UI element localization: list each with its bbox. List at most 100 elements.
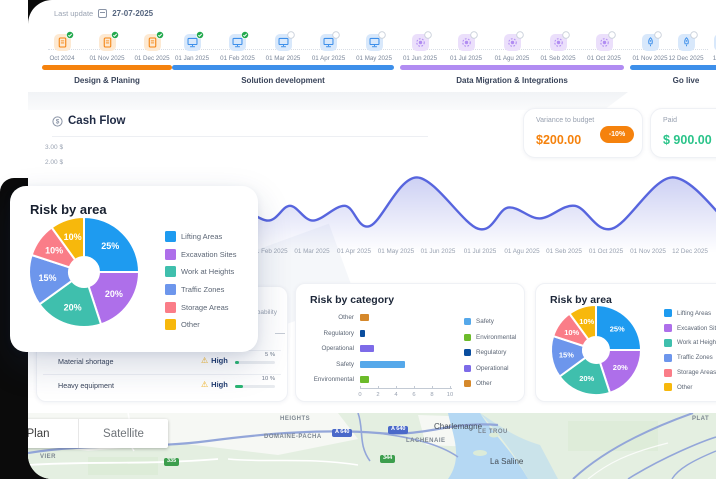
milestone-icon[interactable] xyxy=(677,31,698,51)
milestone[interactable]: Oct 2024 xyxy=(44,31,80,62)
milestone-date: 01 Seb 2025 xyxy=(540,55,576,62)
milestone-icon[interactable] xyxy=(98,31,119,51)
milestone[interactable]: 01 May 2025 xyxy=(356,31,392,62)
x-axis-label: 01 Jun 2025 xyxy=(420,248,456,255)
divider xyxy=(52,136,428,137)
milestone-icon[interactable] xyxy=(595,31,616,51)
phase-bar xyxy=(172,65,394,70)
milestone[interactable]: 01 Nov 2025 xyxy=(89,31,125,62)
map-label-lachenaie: LACHENAIE xyxy=(406,438,446,444)
milestone[interactable]: 01 Apr 2025 xyxy=(311,31,347,62)
milestone-icon[interactable] xyxy=(274,31,295,51)
milestone[interactable]: 01 Dec 2025 xyxy=(134,31,170,62)
legend-item-traffic-zones: Traffic Zones xyxy=(165,281,236,299)
risk-name: Material shortage xyxy=(58,357,114,366)
pie-slice-work-at-heights[interactable] xyxy=(38,279,102,328)
map-button-plan[interactable]: Plan xyxy=(28,427,50,440)
milestone[interactable]: 01 Seb 2025 xyxy=(540,31,576,62)
map-label-charlemagne: Charlemagne xyxy=(434,422,483,431)
milestone-date: 01 Dec 2025 xyxy=(134,55,170,62)
map-type-control: Plan Satellite xyxy=(28,419,168,448)
milestone-date: 01 Oct 2025 xyxy=(587,55,621,62)
timeline-phase-2: 01 Jan 2025 01 Feb 2025 01 Mar 2025 01 Apr … xyxy=(172,31,394,85)
milestone-icon[interactable] xyxy=(229,31,249,51)
milestone[interactable]: 01 Jul 2025 xyxy=(448,31,484,62)
milestone-date: 12 Jan xyxy=(712,55,716,62)
pie-slice-work-at-heights[interactable] xyxy=(558,356,611,396)
milestone-icon[interactable] xyxy=(320,31,340,51)
milestone-icon[interactable] xyxy=(53,31,74,51)
milestone-icon[interactable] xyxy=(503,31,524,51)
pie-slice-lifting-areas[interactable] xyxy=(83,216,140,273)
svg-text:$: $ xyxy=(56,118,60,125)
milestone[interactable]: 01 Mar 2025 xyxy=(265,31,301,62)
bar-environmental xyxy=(360,376,369,383)
pie-slice-excavation-sites[interactable] xyxy=(87,271,140,326)
legend-swatch xyxy=(464,380,471,388)
legend-label: Other xyxy=(476,380,492,388)
milestone-row: Oct 2024 01 Nov 2025 01 Dec 2025 xyxy=(42,31,172,62)
milestone[interactable]: 01 Nov 2025 xyxy=(632,31,668,62)
dash-icon xyxy=(275,333,285,334)
progress-percent: 5 % xyxy=(265,352,275,358)
progress-fill xyxy=(235,361,239,364)
milestone-icon[interactable] xyxy=(183,31,204,51)
x-axis-label: 01 May 2025 xyxy=(377,248,415,255)
milestone-date: 01 Nov 2025 xyxy=(632,55,668,62)
map-label-domaine-pacha: DOMAINE-PACHA xyxy=(264,434,322,440)
milestone[interactable]: 01 Agu 2025 xyxy=(494,31,530,62)
legend-item-lifting-areas: Lifting Areas xyxy=(165,228,236,246)
legend-item-safety: Safety xyxy=(464,314,516,330)
milestone-date: 01 Jan 2025 xyxy=(174,55,210,62)
pie-slice-excavation-sites[interactable] xyxy=(599,349,642,394)
risk-by-category-axis: 0 2 4 6 8 10 xyxy=(358,386,453,400)
milestone-icon[interactable] xyxy=(641,31,662,51)
x-axis-label: 01 Apr 2025 xyxy=(337,248,371,255)
site-map[interactable]: HEIGHTS DOMAINE-PACHA LACHENAIE Charlemagne… xyxy=(28,413,716,479)
pie-slice-other[interactable] xyxy=(50,216,85,261)
legend-item-operational: Operational xyxy=(464,361,516,377)
milestone-date: 01 Apr 2025 xyxy=(311,55,346,62)
check-pending-icon xyxy=(653,31,662,39)
milestone[interactable]: 01 Jun 2025 xyxy=(402,31,438,62)
app-panel: Last update 27-07-2025 Oct 2024 01 Nov 20… xyxy=(28,0,716,479)
pie-slice-lifting-areas[interactable] xyxy=(595,304,642,351)
legend-item-work-at-heights: Work at Heights xyxy=(664,336,716,351)
last-update-date: 27-07-2025 xyxy=(112,9,154,18)
milestone-icon[interactable] xyxy=(411,31,432,51)
x-axis-label: 12 Jan xyxy=(702,248,716,255)
variance-to-budget-card: Variance to budget $200.00 -10% xyxy=(523,108,643,158)
table-row[interactable]: Material shortage ⚠ High 5 % xyxy=(37,351,287,373)
bar-row-environmental: Environmental xyxy=(306,372,456,388)
milestone[interactable]: 12 Jan xyxy=(704,34,716,62)
severity-cell: ⚠ High xyxy=(201,356,228,365)
legend-label: Safety xyxy=(476,318,494,326)
milestone-icon[interactable] xyxy=(365,31,386,51)
x-axis-label: 12 Dec 2025 xyxy=(672,248,708,255)
map-button-satellite[interactable]: Satellite xyxy=(103,427,144,440)
milestone-date: Oct 2024 xyxy=(49,55,75,62)
milestone-icon[interactable] xyxy=(713,34,716,51)
milestone[interactable]: 01 Jan 2025 xyxy=(174,31,210,62)
legend-label: Work at Heights xyxy=(677,339,716,347)
legend-label: Lifting Areas xyxy=(677,309,712,317)
bar-regulatory xyxy=(360,329,365,337)
milestone[interactable]: 12 Dec 2025 xyxy=(668,31,704,62)
pie-slice-other[interactable] xyxy=(568,303,597,341)
milestone-icon[interactable] xyxy=(143,31,164,51)
bar-track xyxy=(360,372,456,388)
milestone-icon[interactable] xyxy=(549,31,570,51)
legend-item-environmental: Environmental xyxy=(464,330,516,346)
risk-by-category-card: Risk by category Other Regulatory Operatio… xyxy=(295,283,525,402)
milestone[interactable]: 01 Oct 2025 xyxy=(586,31,622,62)
table-row[interactable]: Heavy equipment ⚠ High 10 % xyxy=(37,375,287,397)
milestone-date: 01 Mar 2025 xyxy=(265,55,301,62)
legend-swatch xyxy=(165,231,176,243)
legend-label: Work at Heights xyxy=(181,267,235,277)
phase-label: Design & Planing xyxy=(74,76,140,85)
pie-slice-label: 15% xyxy=(38,273,56,283)
progress-track xyxy=(235,385,275,388)
milestone[interactable]: 01 Feb 2025 xyxy=(220,31,256,62)
milestone-icon[interactable] xyxy=(457,31,478,51)
bar-category-label: Other xyxy=(338,314,354,322)
